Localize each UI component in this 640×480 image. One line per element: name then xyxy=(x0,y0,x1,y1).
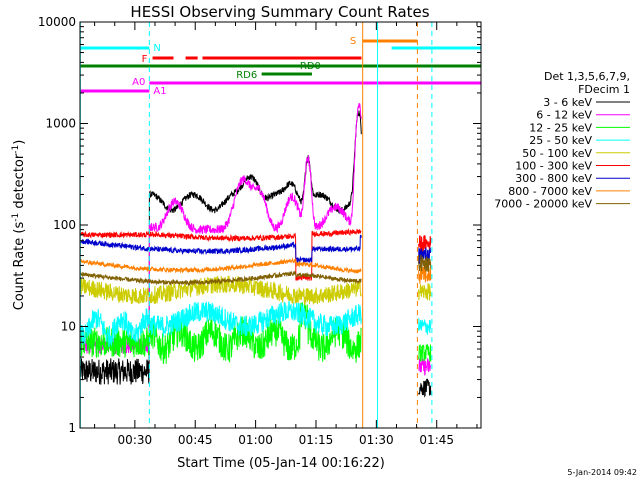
flag-label-RD0: RD0 xyxy=(300,61,321,72)
trace-post xyxy=(418,378,432,398)
timestamp: 5-Jan-2014 09:42 xyxy=(567,468,637,477)
trace-main xyxy=(80,270,362,287)
legend-label: 25 - 50 keV xyxy=(529,134,592,147)
legend-label: 12 - 25 keV xyxy=(529,121,592,134)
y-label-sup2: -1 xyxy=(11,145,21,154)
x-tick-label: 00:30 xyxy=(118,433,153,447)
flag-label-A1: A1 xyxy=(153,86,166,97)
y-axis-label: Count Rate (s-1 detector-1) xyxy=(11,140,27,311)
flag-label-RD6: RD6 xyxy=(236,70,257,81)
axis-ticks: 00:30 00:45 01:00 01:15 01:30 01:45 1 10 100 1000… xyxy=(38,15,481,447)
y-label-mid: detector xyxy=(12,153,27,213)
legend-label: 6 - 12 keV xyxy=(536,109,592,122)
trace-post xyxy=(418,282,432,301)
x-tick-label: 01:45 xyxy=(419,433,454,447)
trace-main xyxy=(80,301,362,364)
trace-main xyxy=(80,228,362,281)
trace-main xyxy=(80,275,362,306)
legend-label: 7000 - 20000 keV xyxy=(494,198,592,211)
legend-header-2: FDecim 1 xyxy=(578,83,630,96)
legend-label: 800 - 7000 keV xyxy=(508,185,592,198)
y-label-end: ) xyxy=(12,140,27,145)
flag-label-N: N xyxy=(153,43,160,54)
trace-main xyxy=(80,257,362,274)
flag-label-A0: A0 xyxy=(132,77,145,88)
y-tick-label: 1 xyxy=(68,421,76,435)
flag-label-F: F xyxy=(142,54,148,65)
x-tick-label: 01:15 xyxy=(299,433,334,447)
legend-label: 3 - 6 keV xyxy=(543,96,592,109)
y-tick-label: 10 xyxy=(61,320,76,334)
legend-header-1: Det 1,3,5,6,7,9, xyxy=(544,70,630,83)
traces xyxy=(80,103,432,398)
trace-post xyxy=(418,357,432,376)
trace-main xyxy=(80,234,362,264)
x-axis-label: Start Time (05-Jan-14 00:16:22) xyxy=(177,456,385,471)
y-tick-label: 10000 xyxy=(38,15,76,29)
y-tick-label: 100 xyxy=(53,218,76,232)
legend-label: 300 - 800 keV xyxy=(515,172,592,185)
trace-main xyxy=(80,299,362,348)
legend-label: 100 - 300 keV xyxy=(515,160,592,173)
trace-post xyxy=(418,254,432,272)
y-label-sup1: -1 xyxy=(11,213,21,222)
trace-main xyxy=(80,110,362,385)
x-tick-label: 01:00 xyxy=(238,433,273,447)
x-tick-label: 00:45 xyxy=(178,433,213,447)
y-label-main: Count Rate (s xyxy=(12,222,27,311)
y-tick-label: 1000 xyxy=(45,117,76,131)
trace-post xyxy=(418,318,432,335)
chart-title: HESSI Observing Summary Count Rates xyxy=(130,3,429,21)
x-tick-label: 01:30 xyxy=(359,433,394,447)
trace-post xyxy=(418,343,432,362)
flag-bars: N S F RD0 RD6 A0 A1 xyxy=(80,36,481,97)
flag-label-S: S xyxy=(350,36,356,47)
legend-label: 50 - 100 keV xyxy=(522,147,592,160)
trace-post xyxy=(418,234,432,253)
